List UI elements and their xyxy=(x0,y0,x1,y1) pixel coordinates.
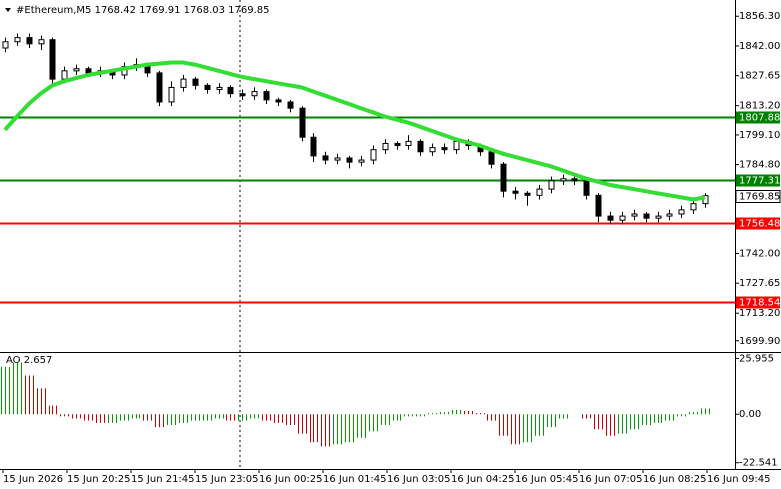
x-tick-label: 16 Jun 08:25 xyxy=(643,474,707,485)
ao-y-tick-label: -22.541 xyxy=(739,458,778,469)
candle-body xyxy=(678,209,685,215)
x-tick-label: 16 Jun 00:25 xyxy=(259,474,323,485)
candle-body xyxy=(524,192,531,196)
candle-body xyxy=(595,194,602,217)
candle-body xyxy=(299,107,306,138)
candle-body xyxy=(607,215,614,221)
y-tick-label: 1827.65 xyxy=(739,71,780,82)
candle-body xyxy=(512,190,519,194)
candle-body xyxy=(488,151,495,165)
y-tick-label: 1742.00 xyxy=(739,248,780,259)
candle-body xyxy=(310,136,317,157)
level-label-box xyxy=(736,174,780,187)
y-tick-label: 1856.30 xyxy=(739,11,780,22)
candle-body xyxy=(322,155,329,161)
candle-body xyxy=(548,180,555,190)
x-tick-label: 15 Jun 20:25 xyxy=(67,474,131,485)
moving-average xyxy=(3,60,706,202)
current-price-box xyxy=(735,190,781,203)
candle-body xyxy=(453,140,460,151)
candle-body xyxy=(287,101,294,109)
candle-body xyxy=(85,68,92,74)
y-tick-label: 1713.20 xyxy=(739,308,780,319)
ao-y-tick-label: 25.955 xyxy=(739,353,774,364)
x-tick-label: 16 Jun 04:25 xyxy=(451,474,515,485)
candle-body xyxy=(405,140,412,147)
x-tick-label: 16 Jun 01:45 xyxy=(323,474,387,485)
x-tick-label: 16 Jun 05:45 xyxy=(515,474,579,485)
level-label-box xyxy=(736,217,780,230)
candle-body xyxy=(560,178,567,182)
menu-icon xyxy=(5,8,11,12)
y-tick-label: 1784.80 xyxy=(739,160,780,171)
chart-title: #Ethereum,M5 1768.42 1769.91 1768.03 176… xyxy=(16,5,270,16)
candle-body xyxy=(583,180,590,196)
level-label: 1777.31 xyxy=(739,176,780,187)
x-tick-label: 16 Jun 09:45 xyxy=(707,474,771,485)
candle-body xyxy=(2,41,9,49)
level-label: 1718.54 xyxy=(739,298,780,309)
level-label: 1807.88 xyxy=(739,113,780,124)
candle-body xyxy=(204,84,211,90)
candle-body xyxy=(275,99,282,103)
candle-body xyxy=(49,39,56,80)
indicator-label: AO 2.657 xyxy=(6,355,52,366)
candle-body xyxy=(168,86,175,103)
x-tick-label: 15 Jun 2026 xyxy=(3,474,63,485)
candle-body xyxy=(180,78,187,88)
candle-body xyxy=(417,140,424,153)
current-price-label: 1769.85 xyxy=(739,192,780,203)
x-tick-label: 15 Jun 23:05 xyxy=(195,474,259,485)
candle-body xyxy=(394,142,401,147)
candle-body xyxy=(346,157,353,163)
candle-body xyxy=(666,213,673,217)
candle-body xyxy=(690,203,697,211)
candle-body xyxy=(251,91,258,97)
x-tick-label: 16 Jun 07:05 xyxy=(579,474,643,485)
candle-body xyxy=(26,37,33,45)
level-label: 1756.48 xyxy=(739,219,780,230)
candle-body xyxy=(239,93,246,97)
level-label-box xyxy=(736,296,780,309)
candle-body xyxy=(73,68,80,72)
candle-body xyxy=(156,72,163,103)
ao-y-tick-label: 0.00 xyxy=(739,409,761,420)
candle-body xyxy=(643,213,650,219)
candle-body xyxy=(370,149,377,161)
y-tick-label: 1699.90 xyxy=(739,336,780,347)
candle-body xyxy=(631,213,638,217)
candle-body xyxy=(429,147,436,153)
candle-body xyxy=(536,188,543,196)
candle-body xyxy=(500,163,507,192)
level-label-box xyxy=(736,111,780,124)
candle-body xyxy=(227,86,234,95)
x-tick-label: 15 Jun 21:45 xyxy=(131,474,195,485)
candle-body xyxy=(382,142,389,151)
y-tick-label: 1727.65 xyxy=(739,278,780,289)
candle-body xyxy=(655,215,662,219)
candle-body xyxy=(263,91,270,101)
candle-body xyxy=(61,70,68,80)
candle-body xyxy=(38,39,45,45)
y-tick-label: 1842.00 xyxy=(739,41,780,52)
candle-body xyxy=(192,78,199,86)
candle-body xyxy=(571,178,578,182)
y-tick-label: 1799.10 xyxy=(739,130,780,141)
candle-body xyxy=(441,147,448,151)
candle-body xyxy=(14,37,21,43)
candle-body xyxy=(216,86,223,90)
candle-body xyxy=(334,157,341,161)
y-tick-label: 1813.20 xyxy=(739,101,780,112)
candle-body xyxy=(619,215,626,221)
candle-body xyxy=(358,159,365,163)
x-tick-label: 16 Jun 03:05 xyxy=(387,474,451,485)
